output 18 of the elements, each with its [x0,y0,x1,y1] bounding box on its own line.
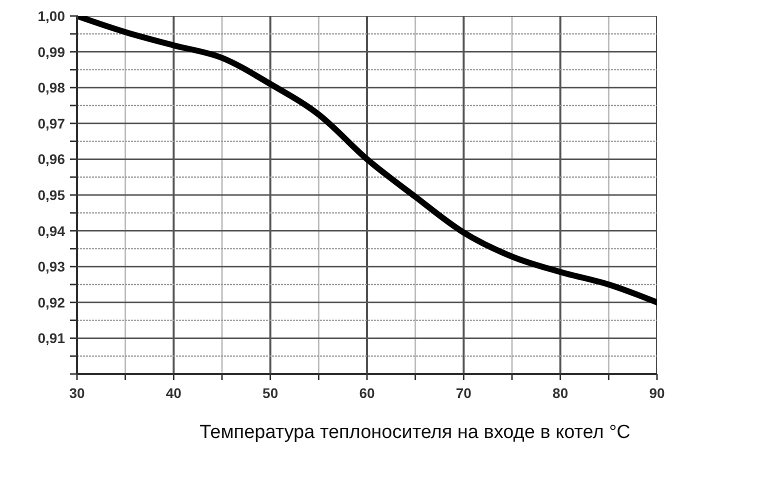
y-tick-label: 0,97 [38,115,66,132]
y-tick-label: 0,95 [38,187,66,203]
y-tick-label: 0,94 [38,222,66,239]
y-tick-label: 0,92 [38,294,66,310]
x-tick-label: 30 [69,385,85,401]
y-tick-label: 1,00 [38,8,66,24]
x-axis-title: Температура теплоносителя на входе в котел °C [200,422,630,443]
x-tick-label: 50 [262,385,278,401]
x-tick-label: 40 [166,385,182,401]
y-tick-label: 0,91 [38,330,66,346]
x-tick-label: 70 [456,385,472,401]
y-tick-label: 0,98 [38,80,66,96]
x-tick-label: 60 [359,385,375,401]
y-tick-label: 0,93 [38,258,66,275]
y-tick-label: 0,96 [38,151,66,168]
y-tick-label: 0,99 [38,44,66,60]
x-tick-label: 80 [552,385,568,401]
x-tick-label: 90 [649,385,665,401]
